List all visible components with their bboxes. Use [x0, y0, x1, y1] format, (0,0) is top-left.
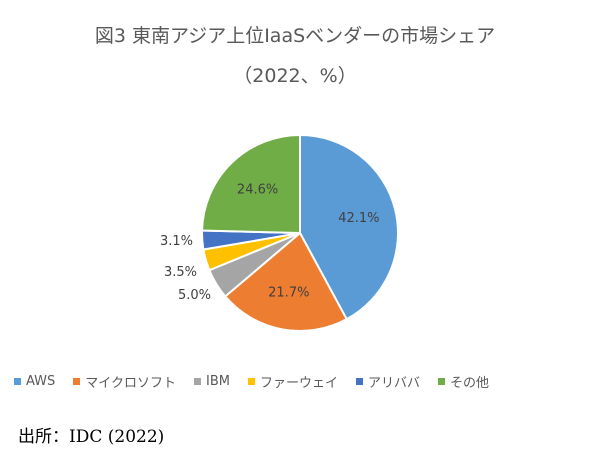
legend-label-alibaba: アリババ: [368, 376, 421, 391]
legend-label-ibm: IBM: [206, 374, 231, 389]
legend-swatch-others: [438, 378, 446, 385]
chart-title: 図3 東南アジア上位IaaSベンダーの市場シェア: [94, 25, 496, 47]
chart-legend: AWS マイクロソフト IBM ファーウェイ アリババ その他: [14, 372, 604, 391]
legend-item-huawei: ファーウェイ: [248, 372, 338, 391]
pie-slice-others: [201, 133, 301, 235]
data-label-huawei: 3.5%: [164, 265, 197, 280]
legend-item-ibm: IBM: [194, 374, 230, 389]
legend-swatch-ibm: [194, 378, 202, 385]
legend-item-microsoft: マイクロソフト: [73, 372, 176, 391]
legend-item-alibaba: アリババ: [356, 372, 420, 391]
pie-chart: 42.1% 21.7% 5.0% 3.5% 3.1% 24.6%: [160, 133, 399, 332]
data-label-ibm: 5.0%: [178, 288, 211, 303]
pie-slice-microsoft: [223, 231, 349, 332]
legend-item-aws: AWS: [14, 374, 55, 389]
source-note: 出所：IDC (2022): [18, 427, 165, 447]
legend-label-huawei: ファーウェイ: [260, 376, 339, 391]
legend-swatch-alibaba: [356, 378, 364, 385]
pie-slice-aws: [299, 133, 399, 321]
chart-subtitle: （2022、%）: [233, 65, 357, 87]
legend-label-others: その他: [450, 376, 490, 391]
legend-swatch-microsoft: [73, 378, 81, 385]
legend-label-aws: AWS: [26, 374, 56, 389]
data-label-alibaba: 3.1%: [160, 234, 193, 249]
legend-swatch-aws: [14, 378, 21, 385]
data-label-microsoft: 21.7%: [268, 286, 309, 301]
legend-swatch-huawei: [248, 378, 256, 385]
data-label-aws: 42.1%: [338, 211, 379, 226]
legend-item-others: その他: [438, 372, 489, 391]
data-label-others: 24.6%: [237, 182, 278, 197]
legend-label-microsoft: マイクロソフト: [85, 376, 177, 391]
